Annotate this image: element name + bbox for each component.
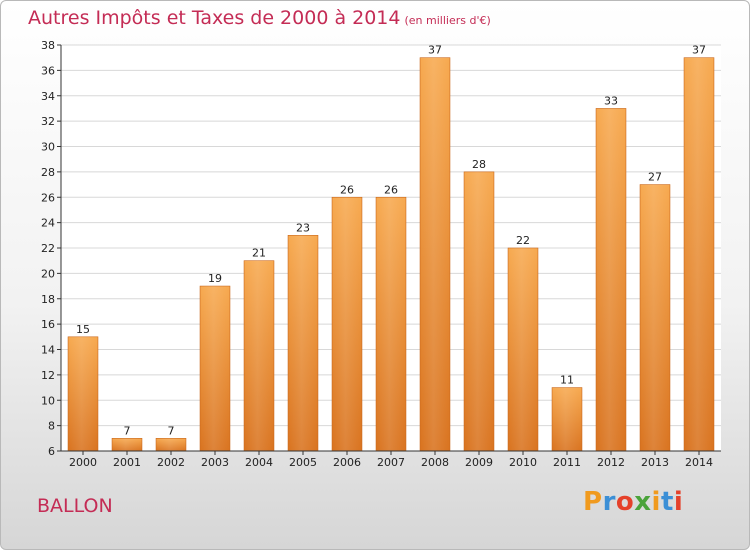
bar-highlight <box>640 184 670 451</box>
x-tick-label: 2014 <box>685 456 713 469</box>
data-label: 33 <box>604 94 618 107</box>
y-tick-label: 26 <box>41 191 55 204</box>
bar-highlight <box>244 260 274 451</box>
y-tick-label: 30 <box>41 141 55 154</box>
labels: 6 8 10 12 14 16 18 20 22 24 26 28 30 32 34 36 38 2000 15 20… <box>41 39 713 469</box>
bar-highlight <box>332 197 362 451</box>
x-tick-label: 2013 <box>641 456 669 469</box>
axes <box>57 44 721 455</box>
bar-highlight <box>684 57 714 451</box>
x-tick-label: 2006 <box>333 456 361 469</box>
chart-title: Autres Impôts et Taxes de 2000 à 2014 (en… <box>28 7 491 29</box>
y-tick-label: 18 <box>41 293 55 306</box>
data-label: 37 <box>692 44 706 57</box>
x-tick-label: 2000 <box>69 456 97 469</box>
bar-highlight <box>156 438 186 451</box>
y-tick-label: 28 <box>41 166 55 179</box>
logo-letter: r <box>602 487 616 517</box>
logo-letter: i <box>651 487 661 517</box>
data-label: 7 <box>168 424 175 437</box>
data-label: 26 <box>340 183 354 196</box>
logo-letter: o <box>615 487 635 517</box>
title-text: Autres Impôts et Taxes de 2000 à 2014 <box>28 7 401 29</box>
x-tick-label: 2001 <box>113 456 141 469</box>
data-label: 26 <box>384 183 398 196</box>
x-tick-label: 2012 <box>597 456 625 469</box>
y-tick-label: 20 <box>41 267 55 280</box>
y-tick-label: 36 <box>41 64 55 77</box>
bar-highlight <box>464 171 494 451</box>
bar-highlight <box>200 286 230 451</box>
y-tick-label: 16 <box>41 318 55 331</box>
y-tick-label: 10 <box>41 394 55 407</box>
data-label: 21 <box>252 247 266 260</box>
x-tick-label: 2003 <box>201 456 229 469</box>
data-label: 15 <box>76 323 90 336</box>
bar-highlight <box>68 336 98 451</box>
x-tick-label: 2010 <box>509 456 537 469</box>
title-unit: (en milliers d'€) <box>404 14 491 27</box>
y-tick-label: 38 <box>41 39 55 52</box>
x-tick-label: 2004 <box>245 456 273 469</box>
bar-highlight <box>596 108 626 451</box>
y-tick-label: 32 <box>41 115 55 128</box>
bars <box>67 57 715 452</box>
data-label: 23 <box>296 221 310 234</box>
bar-highlight <box>376 197 406 451</box>
y-tick-label: 6 <box>48 445 55 458</box>
y-tick-label: 24 <box>41 217 55 230</box>
x-tick-label: 2008 <box>421 456 449 469</box>
data-label: 7 <box>124 424 131 437</box>
x-tick-label: 2011 <box>553 456 581 469</box>
y-tick-label: 8 <box>48 420 55 433</box>
data-label: 27 <box>648 171 662 184</box>
logo-letter: x <box>634 487 652 517</box>
bar-highlight <box>552 387 582 451</box>
data-label: 37 <box>428 44 442 57</box>
x-tick-label: 2005 <box>289 456 317 469</box>
y-tick-label: 34 <box>41 90 55 103</box>
proxiti-logo: Proxiti <box>583 487 683 517</box>
bar-highlight <box>420 57 450 451</box>
y-tick-label: 22 <box>41 242 55 255</box>
bar-highlight <box>508 248 538 451</box>
data-label: 28 <box>472 158 486 171</box>
y-tick-label: 14 <box>41 344 55 357</box>
x-tick-label: 2009 <box>465 456 493 469</box>
bar-highlight <box>288 235 318 451</box>
bar-highlight <box>112 438 142 451</box>
x-tick-label: 2002 <box>157 456 185 469</box>
data-label: 11 <box>560 374 574 387</box>
x-tick-label: 2007 <box>377 456 405 469</box>
data-label: 22 <box>516 234 530 247</box>
logo-letter: P <box>583 487 603 517</box>
y-tick-label: 12 <box>41 369 55 382</box>
data-label: 19 <box>208 272 222 285</box>
logo-letter: i <box>673 487 684 517</box>
commune-name: BALLON <box>37 495 113 517</box>
logo-letter: t <box>660 487 674 517</box>
